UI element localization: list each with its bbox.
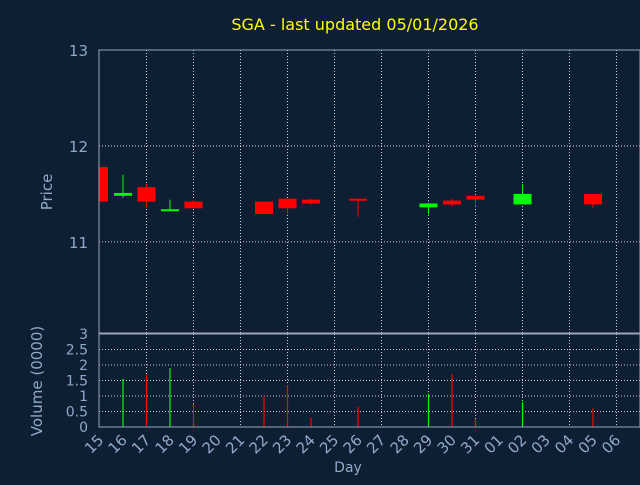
volume-y-tick-label: 1.5 [66, 374, 88, 390]
candle [513, 184, 532, 205]
candle-body [466, 195, 485, 200]
x-tick-label: 04 [551, 431, 577, 457]
candle [161, 199, 179, 212]
volume-y-tick-label: 2 [79, 358, 88, 374]
x-tick-label: 18 [152, 431, 178, 457]
candle [466, 195, 485, 207]
candle [419, 202, 438, 215]
candle [114, 174, 132, 198]
candle [255, 201, 273, 215]
candle-body [419, 203, 438, 208]
x-tick-label: 24 [293, 431, 319, 457]
x-tick-label: 23 [269, 431, 295, 457]
x-tick-label: 29 [410, 431, 436, 457]
volume-plot-frame [98, 333, 640, 428]
x-tick-label: 19 [175, 431, 201, 457]
x-tick-label: 03 [528, 431, 554, 457]
candle [184, 199, 203, 209]
price-plot-frame [98, 49, 640, 334]
price-y-tick-label: 13 [69, 42, 88, 60]
volume-y-tick-label: 0 [79, 420, 88, 436]
candle-body [99, 167, 108, 202]
candle [302, 198, 320, 205]
candle-body [161, 209, 179, 212]
candle [137, 184, 156, 209]
candle-body [137, 187, 156, 202]
x-tick-label: 06 [598, 431, 624, 457]
x-tick-label: 16 [105, 431, 131, 457]
x-tick-label: 25 [316, 431, 342, 457]
x-tick-label: 21 [222, 431, 248, 457]
volume-y-tick-label: 0.5 [66, 405, 88, 421]
candle-body [513, 193, 532, 205]
volume-y-tick-label: 3 [79, 327, 88, 343]
x-tick-label: 28 [387, 431, 413, 457]
x-tick-label: 05 [575, 431, 601, 457]
candle [99, 167, 108, 202]
candle-body [255, 201, 273, 215]
price-y-tick-label: 11 [69, 234, 88, 252]
candle-body [584, 193, 602, 205]
candle-body [302, 199, 320, 204]
x-tick-label: 01 [481, 431, 507, 457]
candle-body [278, 198, 297, 209]
x-tick-label: 31 [457, 431, 483, 457]
price-grid [99, 50, 640, 333]
volume-y-axis-label: Volume (0000) [28, 326, 46, 436]
chart-title: SGA - last updated 05/01/2026 [231, 15, 478, 34]
volume-y-ticks: 00.511.522.53 [66, 327, 88, 436]
x-tick-label: 20 [199, 431, 225, 457]
x-axis-label: Day [334, 460, 362, 476]
candle [278, 198, 297, 215]
x-ticks: 1516171819202122232425262728293031010203… [81, 431, 624, 457]
volume-y-tick-label: 2.5 [66, 343, 88, 359]
price-y-tick-label: 12 [69, 138, 88, 156]
price-y-axis-label: Price [38, 174, 56, 211]
x-tick-label: 22 [246, 431, 272, 457]
candle [584, 193, 602, 209]
x-tick-label: 27 [363, 431, 389, 457]
x-tick-label: 30 [434, 431, 460, 457]
candle [443, 198, 461, 207]
volume-bars [122, 368, 594, 427]
candle-body [443, 200, 461, 205]
volume-grid [99, 334, 640, 427]
x-tick-label: 02 [504, 431, 530, 457]
candle-body [184, 201, 203, 209]
x-tick-label: 26 [340, 431, 366, 457]
candle-body [114, 192, 132, 196]
candle-body [349, 198, 367, 201]
price-candles [99, 167, 602, 217]
price-y-ticks: 11 12 13 [69, 42, 88, 252]
candle [349, 198, 367, 217]
x-tick-label: 17 [128, 431, 154, 457]
volume-y-tick-label: 1 [79, 389, 88, 405]
